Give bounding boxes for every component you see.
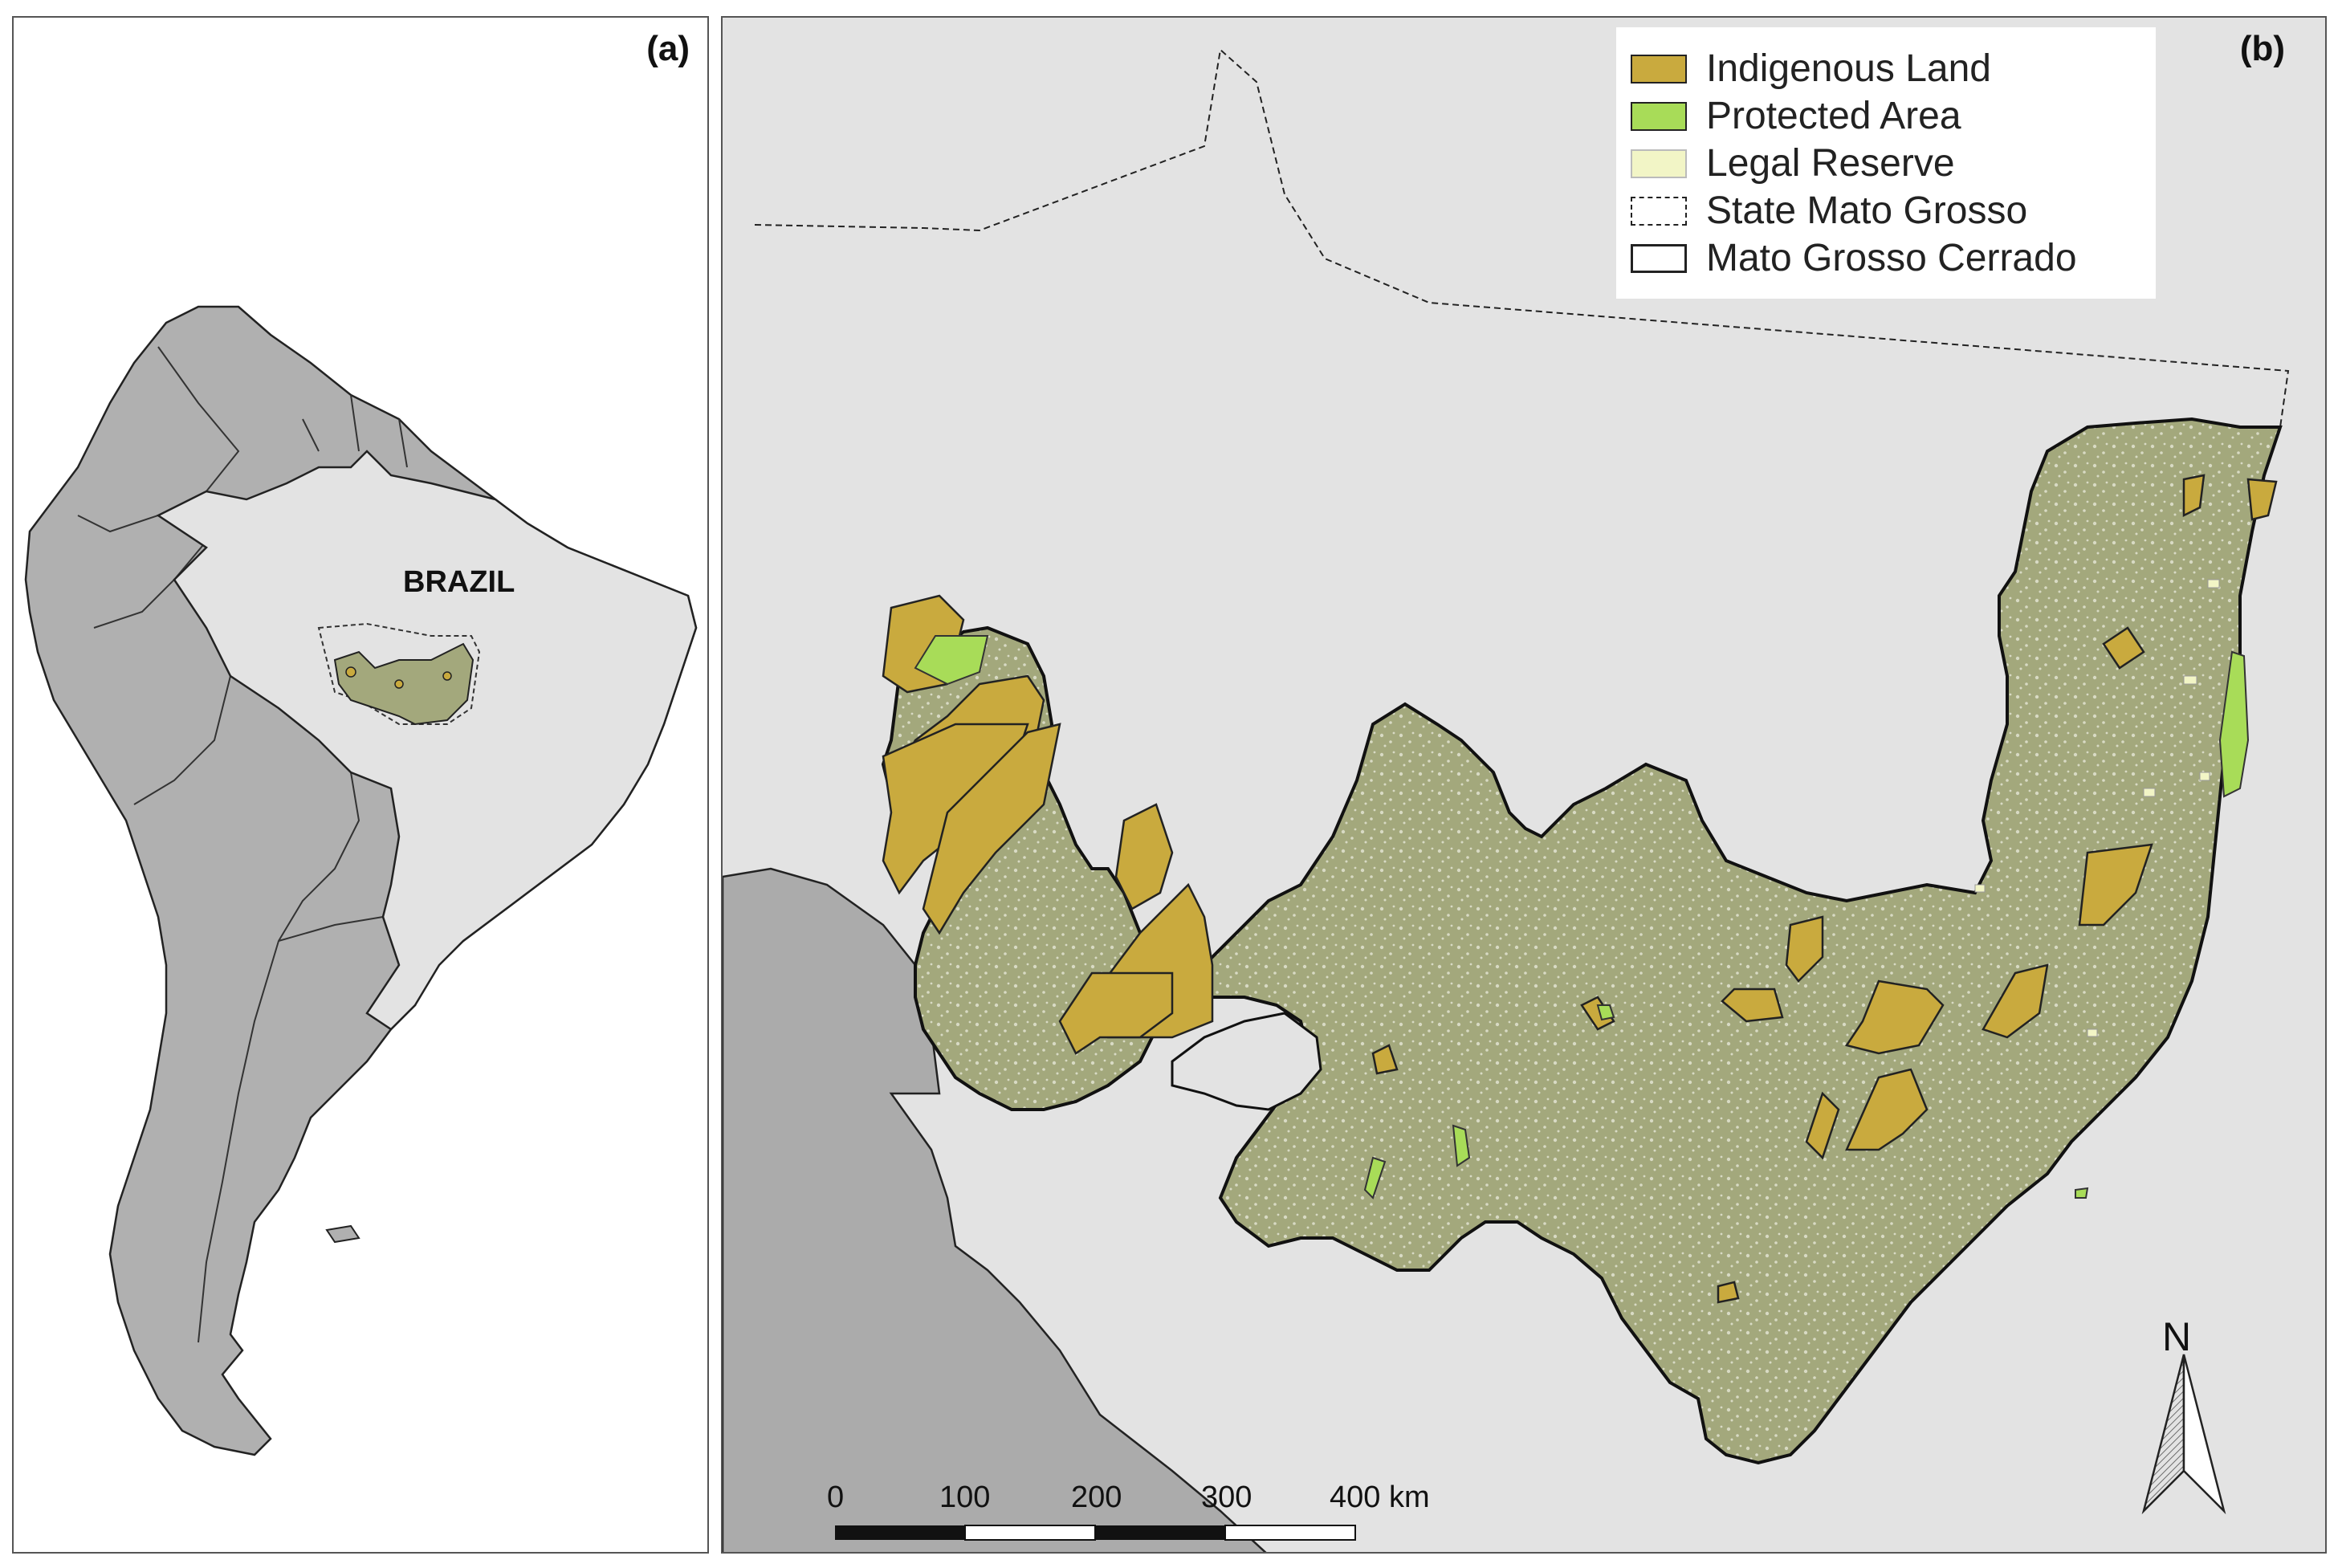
legal-reserve-mark bbox=[2207, 579, 2220, 589]
panel-label-a: (a) bbox=[646, 29, 690, 68]
legend-item-mato-grosso-cerrado: Mato Grosso Cerrado bbox=[1631, 234, 2156, 282]
indigenous-land-polygon bbox=[1845, 1068, 1929, 1151]
legal-reserve-mark bbox=[2143, 788, 2156, 797]
detail-map-panel: 0 100 200 300 400 km N (b) Indigenous La… bbox=[721, 16, 2327, 1554]
legend-item-legal-reserve: Legal Reserve bbox=[1631, 140, 2156, 187]
legend-label: Mato Grosso Cerrado bbox=[1706, 237, 2077, 279]
indigenous-land-polygon bbox=[2246, 478, 2278, 521]
scale-tick-400km: 400 km bbox=[1330, 1480, 1430, 1514]
legend-item-indigenous-land: Indigenous Land bbox=[1631, 45, 2156, 92]
legend-label: Legal Reserve bbox=[1706, 142, 1955, 185]
legend-swatch bbox=[1631, 101, 1687, 131]
indigenous-land-polygon bbox=[2078, 843, 2153, 927]
indigenous-land-polygon bbox=[922, 723, 1061, 935]
indigenous-land-polygon bbox=[1844, 979, 1945, 1055]
mato-grosso-map: 0 100 200 300 400 km N bbox=[723, 48, 2290, 1552]
legend-item-protected-area: Protected Area bbox=[1631, 92, 2156, 140]
indigenous-land-polygon bbox=[2182, 474, 2206, 518]
legend-item-state-mato-grosso: State Mato Grosso bbox=[1631, 187, 2156, 234]
indigenous-land-polygon bbox=[1721, 988, 1784, 1023]
legend-swatch bbox=[1631, 243, 1687, 273]
mato-grosso-state-outline bbox=[317, 622, 481, 725]
mato-grosso-cerrado-shape bbox=[333, 642, 475, 726]
legal-reserves bbox=[1974, 579, 2220, 1037]
indigenous-land-polygon bbox=[2102, 626, 2145, 670]
indigenous-land-polygon bbox=[1058, 971, 1174, 1055]
scale-tick-100: 100 bbox=[939, 1480, 990, 1514]
protected-area-polygon bbox=[1596, 1004, 1615, 1021]
indigenous-land-polygon bbox=[1580, 996, 1615, 1031]
indigenous-land-mark bbox=[394, 679, 404, 689]
scale-tick-200: 200 bbox=[1071, 1480, 1122, 1514]
country-label-brazil: BRAZIL bbox=[403, 565, 515, 599]
indigenous-land-polygon bbox=[1805, 1091, 1840, 1160]
indigenous-land-mark bbox=[442, 671, 452, 681]
scale-tick-0: 0 bbox=[827, 1480, 844, 1514]
overview-map-panel: BRAZIL (a) bbox=[12, 16, 709, 1554]
indigenous-land-polygon bbox=[1785, 915, 1824, 983]
legal-reserve-mark bbox=[2087, 1028, 2098, 1037]
legend-swatch bbox=[1631, 54, 1687, 83]
panel-label-b: (b) bbox=[2239, 29, 2285, 68]
legal-reserve-mark bbox=[2199, 772, 2210, 781]
protected-area-polygon bbox=[1363, 1156, 1387, 1199]
legal-reserve-mark bbox=[1974, 884, 1986, 893]
cerrado-inner-gap bbox=[1171, 1012, 1322, 1111]
scale-tick-300: 300 bbox=[1201, 1480, 1252, 1514]
south-america-map: BRAZIL bbox=[24, 305, 698, 1456]
neighbor-country-region bbox=[723, 867, 1267, 1552]
island-shape bbox=[325, 1224, 360, 1244]
protected-area-polygon bbox=[2075, 1187, 2089, 1199]
indigenous-land-polygon bbox=[1114, 803, 1174, 910]
cerrado-fill bbox=[881, 417, 2283, 1465]
legend-label: Protected Area bbox=[1706, 95, 1961, 137]
legend-swatch bbox=[1631, 149, 1687, 178]
indigenous-land-polygon bbox=[1982, 963, 2049, 1039]
brazil-shape bbox=[156, 450, 698, 1031]
protected-area-polygon bbox=[1452, 1124, 1471, 1167]
north-arrow-icon: N bbox=[2141, 1314, 2226, 1515]
indigenous-lands bbox=[882, 474, 2278, 1304]
protected-areas bbox=[914, 635, 2250, 1199]
map-legend: Indigenous Land Protected Area Legal Res… bbox=[1616, 27, 2156, 299]
indigenous-land-mark bbox=[345, 666, 356, 678]
scale-bar: 0 100 200 300 400 km bbox=[827, 1480, 1430, 1541]
protected-area-polygon bbox=[2218, 650, 2250, 798]
indigenous-land-polygon bbox=[1371, 1044, 1399, 1075]
legend-label: State Mato Grosso bbox=[1706, 189, 2028, 232]
legal-reserve-mark bbox=[2183, 675, 2197, 685]
legend-label: Indigenous Land bbox=[1706, 47, 1991, 90]
mato-grosso-state-outline bbox=[754, 48, 2290, 428]
north-label: N bbox=[2162, 1314, 2191, 1359]
indigenous-land-polygon bbox=[1717, 1281, 1740, 1304]
legend-swatch bbox=[1631, 196, 1687, 226]
protected-area-polygon bbox=[914, 635, 989, 686]
